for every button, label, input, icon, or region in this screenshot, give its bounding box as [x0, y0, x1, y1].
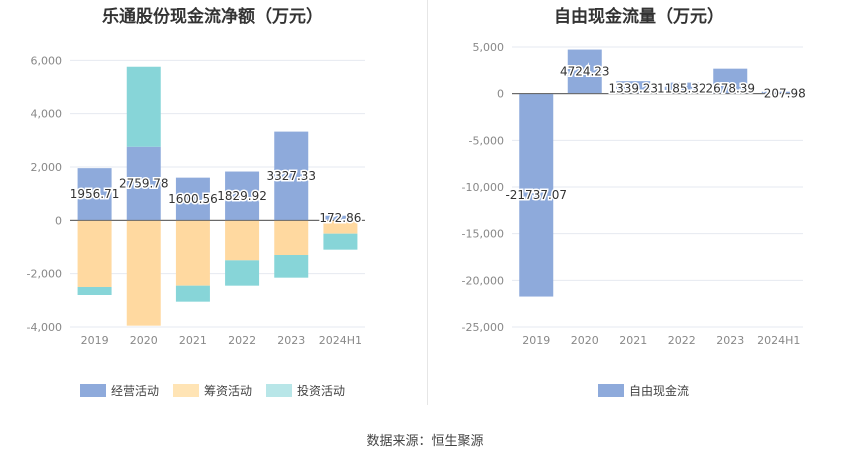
cashflow-bar-investing — [274, 255, 309, 278]
fcf-ytick-label: -25,000 — [462, 321, 504, 334]
fcf-bar-fcf — [664, 82, 699, 94]
fcf-xtick-label: 2021 — [619, 334, 647, 347]
cashflow-ytick-label: 0 — [55, 214, 62, 227]
legend-item-financing[interactable]: 筹资活动 — [173, 382, 252, 399]
fcf-ytick-label: 5,000 — [473, 41, 505, 54]
fcf-ytick-label: -15,000 — [462, 228, 504, 241]
cashflow-data-label: 1956.71 — [70, 187, 120, 201]
fcf-bar-fcf — [616, 81, 651, 94]
cashflow-ytick-label: 2,000 — [31, 161, 63, 174]
right-chart-legend: 自由现金流 — [598, 382, 703, 399]
fcf-data-label: 1185.32 — [657, 82, 707, 96]
legend-item-investing[interactable]: 投资活动 — [266, 382, 345, 399]
cashflow-data-label: 2759.78 — [119, 177, 169, 191]
legend-label-investing: 投资活动 — [297, 384, 346, 398]
fcf-xtick-label: 2023 — [716, 334, 744, 347]
legend-swatch-fcf — [598, 384, 624, 397]
fcf-xtick-label: 2019 — [522, 334, 550, 347]
cashflow-bar-operating — [126, 146, 161, 221]
fcf-bar-fcf — [761, 91, 796, 94]
cashflow-bar-investing — [126, 66, 161, 147]
fcf-data-label: 207.98 — [764, 87, 806, 101]
legend-label-operating: 经营活动 — [111, 384, 160, 398]
cashflow-data-label: 1829.92 — [217, 189, 267, 203]
cashflow-bar-financing — [225, 220, 260, 261]
legend-item-operating[interactable]: 经营活动 — [80, 382, 159, 399]
cashflow-bar-operating — [175, 177, 210, 221]
left-chart-legend: 经营活动 筹资活动 投资活动 — [80, 382, 359, 399]
cashflow-xtick-label: 2023 — [277, 334, 305, 347]
cashflow-bar-operating — [323, 215, 358, 221]
cashflow-bar-investing — [225, 260, 260, 286]
legend-label-financing: 筹资活动 — [204, 384, 253, 398]
cashflow-bar-financing — [274, 220, 309, 255]
cashflow-data-label: 3327.33 — [266, 169, 316, 183]
legend-item-fcf[interactable]: 自由现金流 — [598, 382, 689, 399]
fcf-ytick-label: -5,000 — [469, 134, 504, 147]
panel-divider — [427, 0, 428, 405]
fcf-ytick-label: -20,000 — [462, 274, 504, 287]
fcf-bar-fcf — [713, 68, 748, 94]
legend-swatch-operating — [80, 384, 106, 397]
fcf-data-label: -21737.07 — [505, 188, 567, 202]
cashflow-bar-operating — [274, 131, 309, 221]
cashflow-data-label: 172.86 — [319, 211, 361, 225]
left-chart-title: 乐通股份现金流净额（万元） — [102, 7, 323, 27]
right-chart-title: 自由现金流量（万元） — [554, 7, 724, 27]
fcf-xtick-label: 2022 — [668, 334, 696, 347]
cashflow-bar-investing — [323, 233, 358, 250]
cashflow-xtick-label: 2022 — [228, 334, 256, 347]
fcf-data-label: 4724.23 — [560, 65, 610, 79]
legend-swatch-financing — [173, 384, 200, 397]
cashflow-bar-operating — [225, 171, 260, 221]
fcf-ytick-label: 0 — [497, 88, 504, 101]
cashflow-bar-financing — [175, 220, 210, 286]
fcf-xtick-label: 2020 — [571, 334, 599, 347]
cashflow-ytick-label: -2,000 — [27, 268, 62, 281]
fcf-data-label: 1339.23 — [608, 82, 658, 96]
cashflow-bar-investing — [77, 287, 112, 295]
cashflow-ytick-label: 6,000 — [31, 54, 63, 67]
fcf-ytick-label: -10,000 — [462, 181, 504, 194]
cashflow-bar-operating — [77, 168, 112, 221]
cashflow-xtick-label: 2019 — [81, 334, 109, 347]
fcf-xtick-label: 2024H1 — [757, 334, 800, 347]
cashflow-bar-financing — [323, 220, 358, 234]
fcf-data-label: 2678.39 — [705, 82, 755, 96]
cashflow-bar-financing — [126, 220, 161, 326]
cashflow-xtick-label: 2024H1 — [319, 334, 362, 347]
cashflow-ytick-label: -4,000 — [27, 321, 62, 334]
cashflow-bar-investing — [175, 285, 210, 302]
fcf-bar-fcf — [567, 49, 602, 94]
fcf-bar-fcf — [519, 93, 554, 297]
legend-label-fcf: 自由现金流 — [629, 384, 690, 398]
cashflow-ytick-label: 4,000 — [31, 108, 63, 121]
data-source-note: 数据来源：恒生聚源 — [366, 434, 484, 449]
legend-swatch-investing — [266, 384, 293, 397]
cashflow-xtick-label: 2020 — [130, 334, 158, 347]
cashflow-xtick-label: 2021 — [179, 334, 207, 347]
cashflow-bar-financing — [77, 220, 112, 287]
cashflow-data-label: 1600.56 — [168, 192, 218, 206]
